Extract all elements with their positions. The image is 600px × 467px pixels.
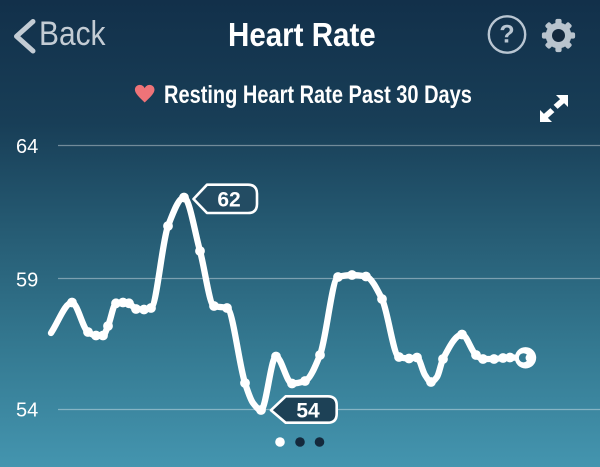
svg-text:?: ? (499, 21, 514, 49)
svg-text:54: 54 (296, 400, 320, 423)
svg-text:62: 62 (217, 189, 240, 212)
svg-text:64: 64 (16, 136, 38, 158)
svg-text:59: 59 (16, 270, 38, 292)
svg-text:54: 54 (16, 400, 38, 422)
